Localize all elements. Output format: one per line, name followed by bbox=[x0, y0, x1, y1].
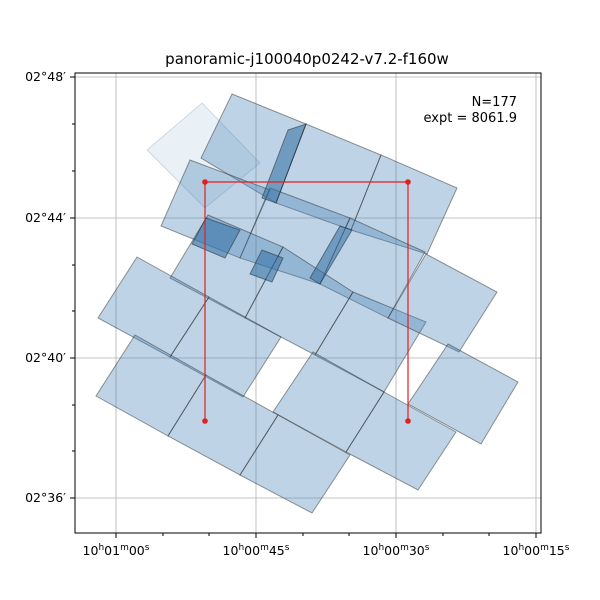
exposure-footprint-20 bbox=[261, 123, 307, 204]
overlay-corner-bottom-right bbox=[405, 418, 411, 424]
exposure-footprint-13 bbox=[95, 334, 207, 437]
axis-ticks: 10h01m00s 10h00m45s 10h00m30s 10h00m15s 02°4… bbox=[25, 69, 570, 558]
x-tick-label-0: 10h01m00s bbox=[83, 543, 150, 558]
exposure-footprint-12 bbox=[169, 296, 282, 398]
exposure-footprint-16 bbox=[345, 391, 457, 491]
exposure-footprint-15 bbox=[272, 351, 385, 453]
exposure-footprint-11 bbox=[97, 256, 210, 358]
overlay-corner-top-left bbox=[202, 179, 208, 185]
overlay-corner-top-right bbox=[405, 179, 411, 185]
exposure-footprint-4 bbox=[160, 159, 271, 259]
y-tick-label-0: 02°48′ bbox=[25, 69, 66, 84]
exposure-footprint-9 bbox=[314, 291, 427, 393]
exposure-footprint-18 bbox=[239, 414, 351, 514]
overlay-box bbox=[202, 179, 411, 424]
exposure-footprint-17 bbox=[407, 343, 519, 445]
exposure-footprint-3 bbox=[350, 154, 458, 255]
exposure-footprint-21 bbox=[309, 225, 353, 285]
annotation-exptime: expt = 8061.9 bbox=[424, 111, 517, 126]
plot-frame bbox=[74, 72, 542, 534]
exposure-footprints bbox=[95, 93, 519, 514]
chart-title: panoramic-j100040p0242-v7.2-f160w bbox=[165, 50, 449, 68]
overlay-corner-bottom-left bbox=[202, 418, 208, 424]
x-tick-label-3: 10h00m15s bbox=[503, 543, 570, 558]
x-tick-label-2: 10h00m30s bbox=[363, 543, 430, 558]
exposure-footprint-10 bbox=[387, 253, 498, 353]
y-tick-label-1: 02°44′ bbox=[25, 210, 66, 225]
annotation-count: N=177 bbox=[472, 95, 517, 110]
overlay-box-outline bbox=[204, 181, 409, 421]
grid bbox=[75, 73, 541, 533]
exposure-footprint-22 bbox=[249, 249, 284, 283]
x-tick-label-1: 10h00m45s bbox=[223, 543, 290, 558]
exposure-footprint-19 bbox=[191, 217, 241, 259]
y-tick-label-2: 02°40′ bbox=[25, 350, 66, 365]
y-tick-label-3: 02°36′ bbox=[25, 490, 66, 505]
exposure-footprint-14 bbox=[167, 374, 279, 476]
